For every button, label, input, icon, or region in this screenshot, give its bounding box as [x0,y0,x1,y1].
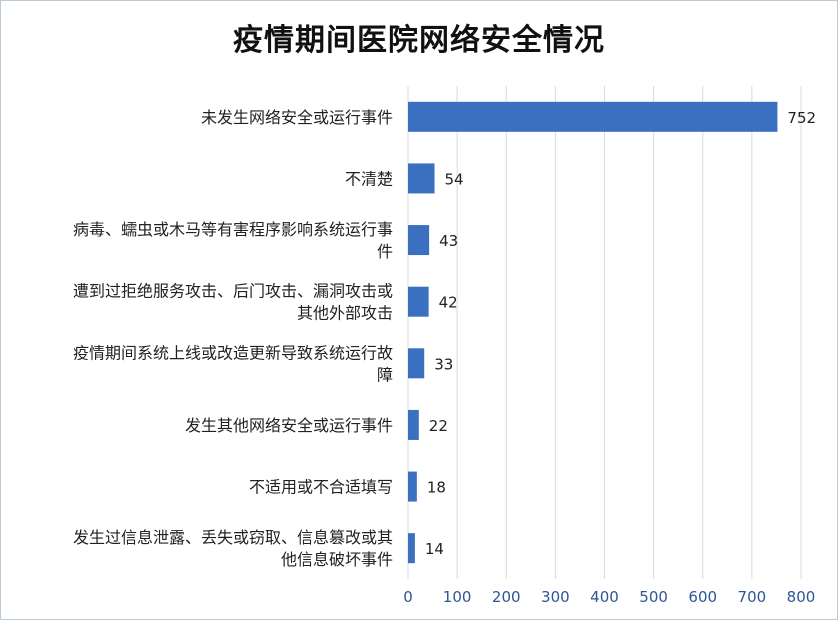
data-label: 752 [787,109,816,127]
category-label: 病毒、蠕虫或木马等有害程序影响系统运行事 [73,220,393,239]
x-tick-label: 300 [541,588,570,606]
data-label: 43 [439,232,458,250]
bar [408,533,415,564]
bar [408,409,419,440]
x-tick-label: 500 [639,588,668,606]
chart-title: 疫情期间医院网络安全情况 [233,23,605,58]
grid-layer [407,86,802,579]
bar [408,348,425,379]
bar [408,471,417,502]
bar [408,286,429,317]
data-label: 54 [445,170,464,188]
bar [408,101,778,132]
category-label: 件 [377,242,393,261]
data-label: 22 [429,417,448,435]
category-label: 不清楚 [345,169,393,188]
x-tick-label: 400 [590,588,619,606]
x-tick-label: 100 [443,588,472,606]
x-tick-label: 200 [492,588,521,606]
category-label: 遭到过拒绝服务攻击、后门攻击、漏洞攻击或 [73,282,393,301]
x-tick-label: 0 [403,588,413,606]
category-label: 发生其他网络安全或运行事件 [185,416,393,435]
data-label: 18 [427,479,446,497]
x-tick-label: 700 [738,588,767,606]
category-label: 其他外部攻击 [297,304,393,323]
category-label: 疫情期间系统上线或改造更新导致系统运行故 [73,343,393,362]
category-label: 未发生网络安全或运行事件 [201,108,393,127]
x-tick-label: 800 [787,588,816,606]
category-label: 发生过信息泄露、丢失或窃取、信息篡改或其 [73,528,393,547]
data-label: 42 [439,294,458,312]
bar [408,163,435,194]
x-tick-label: 600 [688,588,717,606]
category-label: 他信息破坏事件 [281,550,393,569]
data-label: 14 [425,540,444,558]
category-label: 障 [377,365,393,384]
category-label: 不适用或不合适填写 [249,478,393,497]
bars-layer [408,101,778,564]
data-label: 33 [434,355,453,373]
bar [408,225,430,256]
labels-layer: 0 100 200 300 400 500 600 700 800 752 未发生网络安全或运行事件… [73,108,816,606]
